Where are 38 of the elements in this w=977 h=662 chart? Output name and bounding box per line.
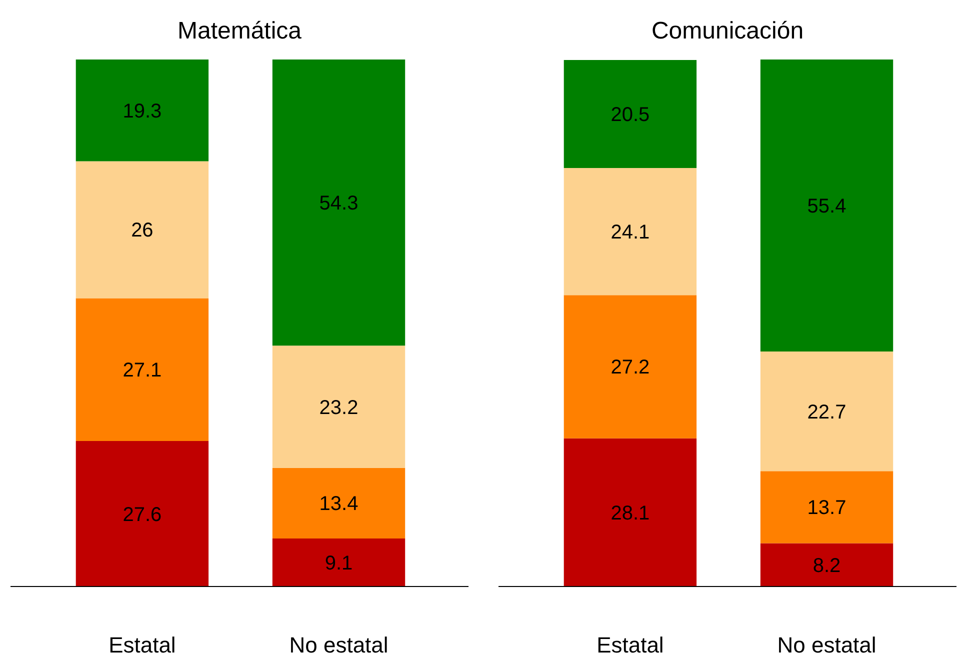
- data-label: 23.2: [319, 396, 358, 419]
- bar: [272, 538, 406, 586]
- data-label: 55.4: [807, 195, 846, 218]
- data-label: 27.6: [122, 504, 162, 526]
- data-label: 28.1: [610, 502, 650, 524]
- data-label: 22.7: [807, 401, 846, 424]
- x-tick-label: No estatal: [777, 632, 876, 658]
- data-label: 13.4: [319, 493, 358, 516]
- data-label: 20.5: [610, 104, 650, 126]
- bar: [564, 295, 697, 438]
- bar: [272, 346, 406, 468]
- data-label: 24.1: [610, 222, 650, 244]
- bar: [272, 468, 406, 539]
- chart-title: Matemática: [177, 18, 302, 44]
- x-tick-label: No estatal: [289, 632, 388, 658]
- bar: [76, 161, 209, 298]
- data-label: 27.2: [610, 356, 650, 379]
- bar: [760, 471, 894, 544]
- bar: [564, 168, 697, 296]
- data-label: 19.3: [122, 100, 162, 122]
- bar: [760, 543, 894, 586]
- bar: [76, 60, 209, 162]
- bar: [76, 298, 209, 442]
- data-label: 26: [131, 220, 154, 242]
- bar: [76, 441, 209, 586]
- bar: [564, 438, 697, 586]
- data-label: 9.1: [324, 552, 353, 575]
- data-label: 8.2: [812, 554, 841, 577]
- bar: [272, 60, 406, 346]
- bar: [564, 60, 697, 168]
- bar: [760, 351, 894, 472]
- data-label: 13.7: [807, 497, 846, 520]
- x-tick-label: Estatal: [108, 632, 176, 658]
- x-tick-label: Estatal: [596, 632, 664, 658]
- chart-title: Comunicación: [651, 18, 804, 44]
- data-label: 27.1: [122, 360, 162, 382]
- bar: [760, 60, 894, 352]
- data-label: 54.3: [319, 192, 358, 215]
